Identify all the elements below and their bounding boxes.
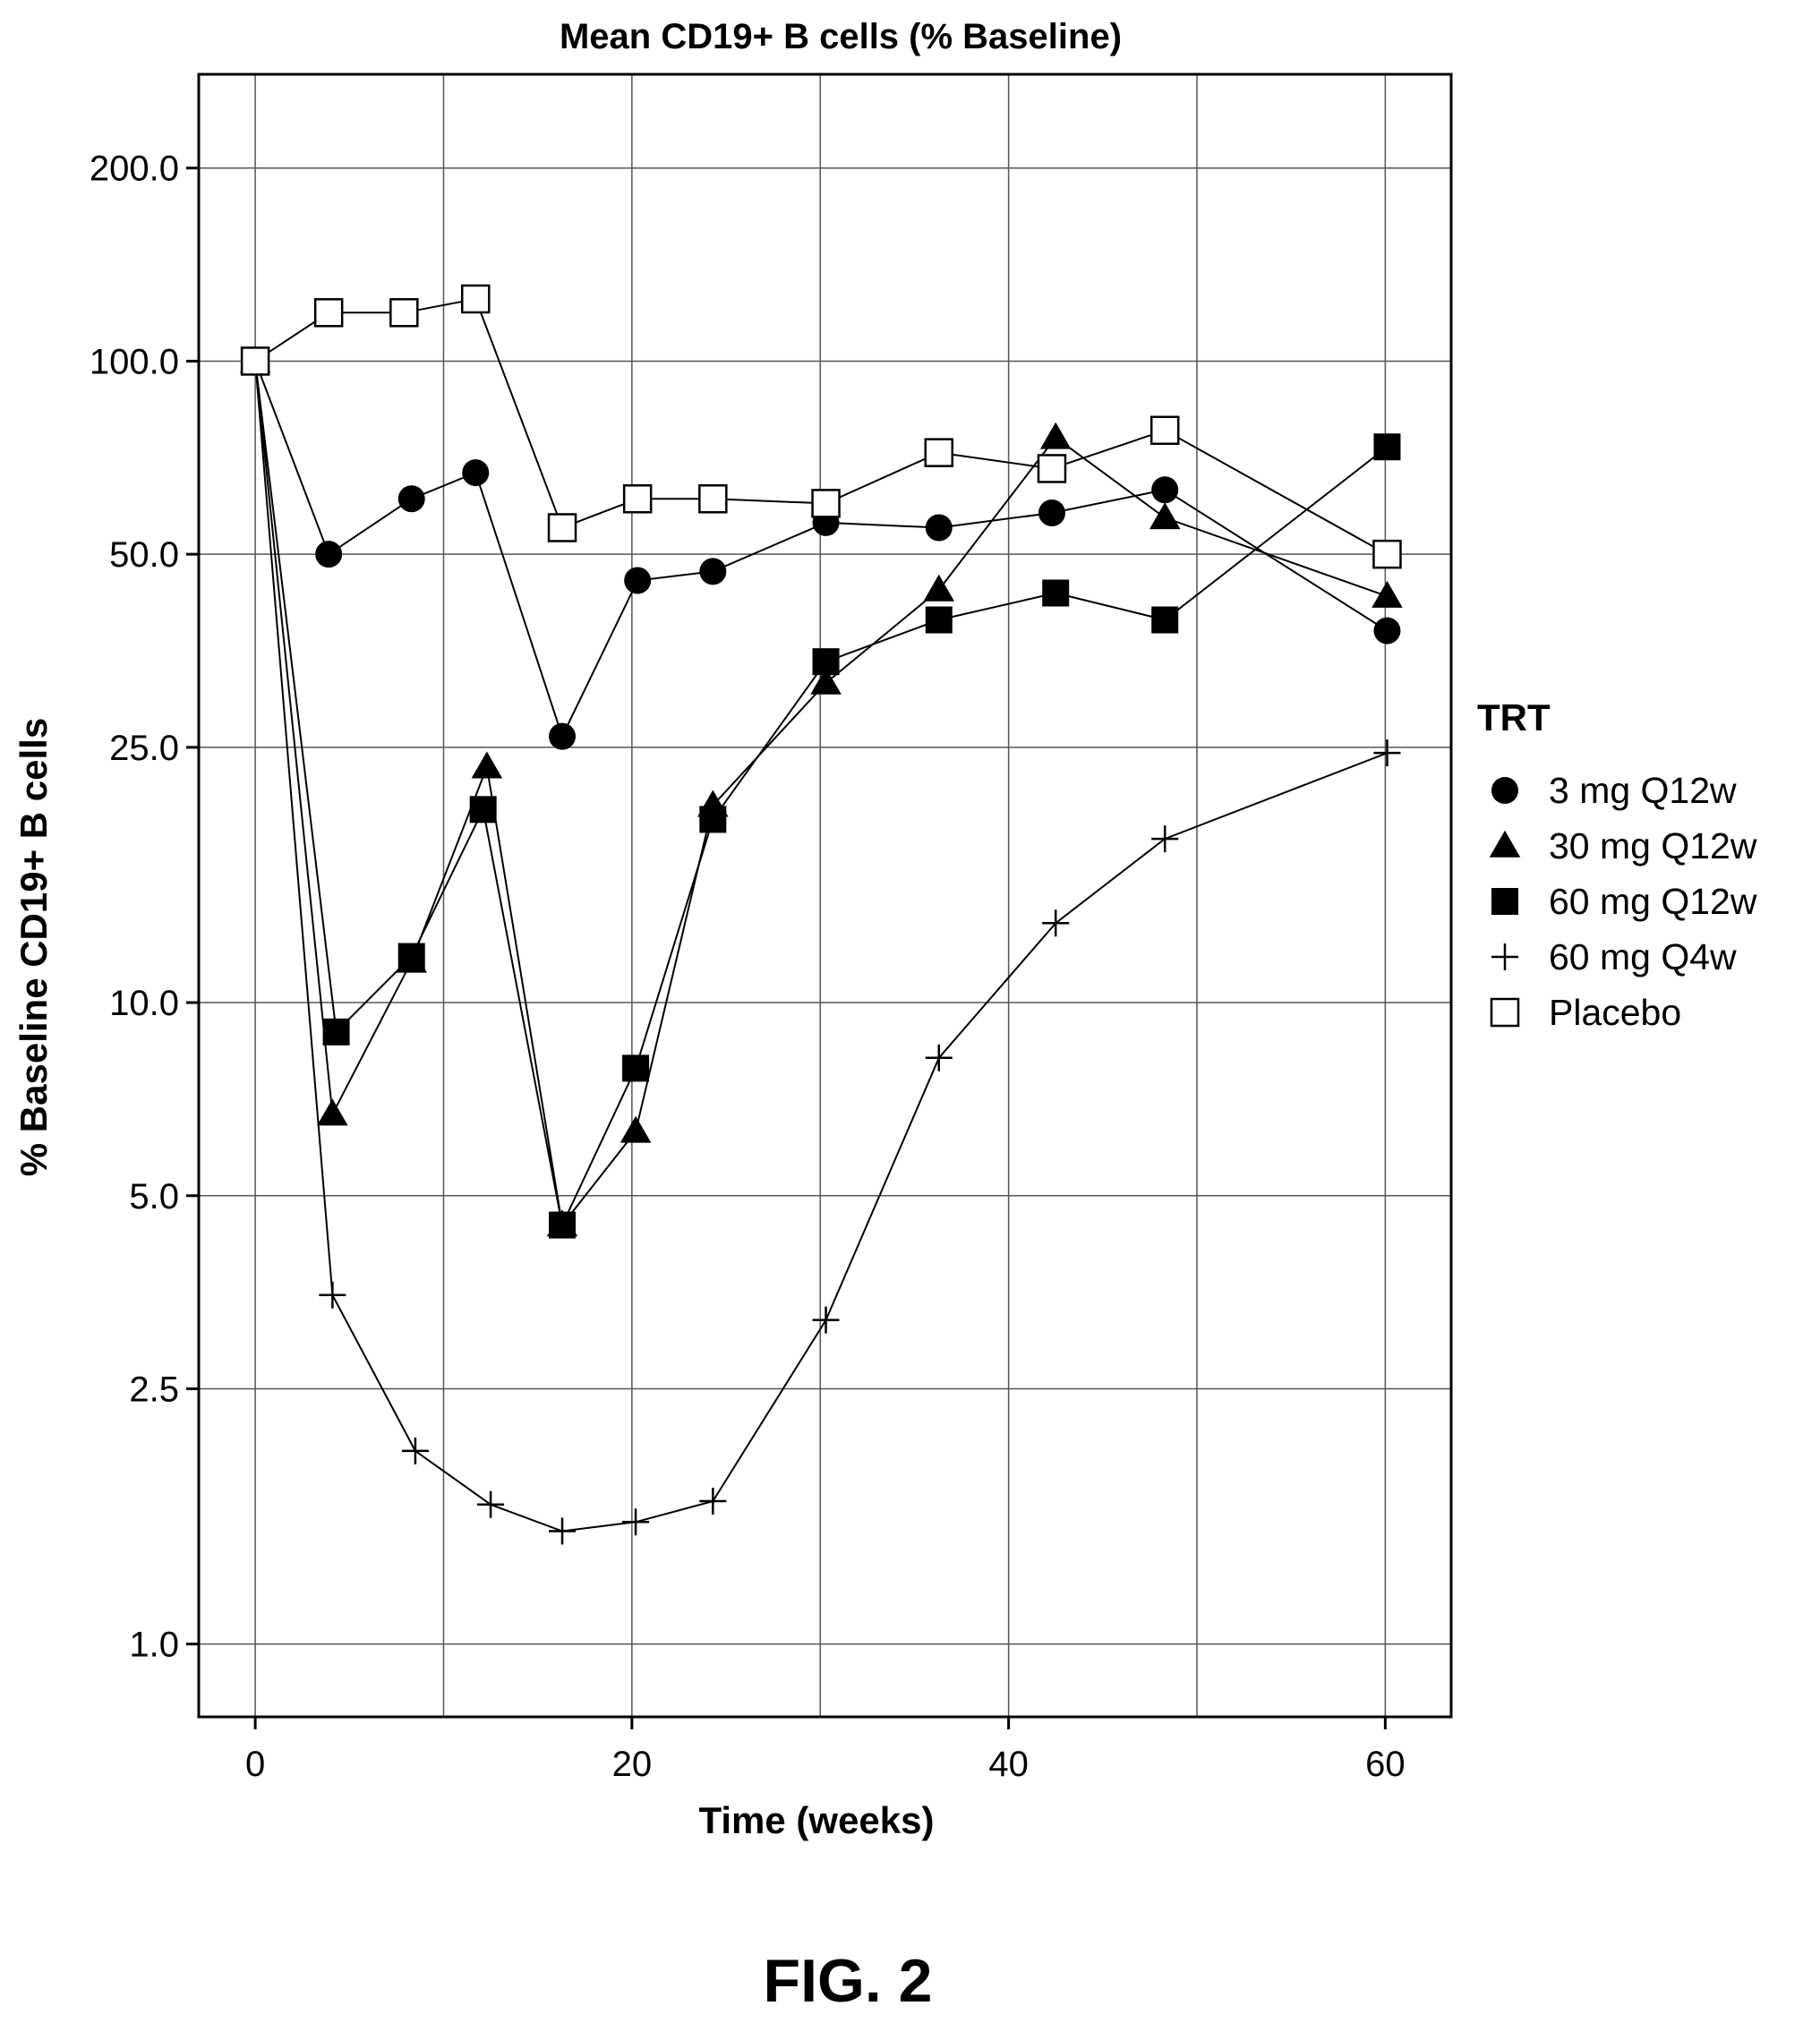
data-point-60-mg-q4w — [1042, 909, 1070, 937]
y-tick-label: 25.0 — [109, 729, 179, 768]
data-point-placebo — [313, 298, 344, 328]
data-point-60-mg-q4w — [477, 1490, 505, 1518]
legend-label-placebo: Placebo — [1549, 992, 1681, 1033]
legend: TRT 3 mg Q12w 30 mg Q12w 60 mg Q12w 60 mg Q… — [1477, 696, 1757, 1033]
y-tick-label: 1.0 — [129, 1626, 179, 1665]
data-point-3-mg-q12w — [699, 558, 727, 585]
legend-marker-60-mg-q4w — [1491, 943, 1518, 970]
data-point-60-mg-q4w — [812, 1306, 840, 1334]
data-point-3-mg-q12w — [549, 722, 577, 750]
data-point-3-mg-q12w — [397, 485, 425, 513]
legend-item-placebo: Placebo — [1490, 992, 1681, 1033]
series-line-3-mg-q12w — [254, 361, 1388, 739]
data-point-60-mg-q12w — [1373, 433, 1401, 461]
legend-title: TRT — [1477, 696, 1551, 738]
x-tick-label: 20 — [612, 1745, 653, 1784]
x-axis-label: Time (weeks) — [698, 1799, 934, 1841]
data-point-placebo — [924, 438, 954, 467]
legend-item-60-mg-q4w: 60 mg Q4w — [1491, 936, 1737, 977]
data-point-30-mg-q12w — [810, 667, 842, 695]
data-point-60-mg-q12w — [622, 1054, 650, 1082]
data-point-3-mg-q12w — [315, 541, 343, 568]
series-placebo — [240, 284, 1402, 569]
figure-label: FIG. 2 — [764, 1947, 933, 2015]
data-point-3-mg-q12w — [1038, 499, 1066, 526]
data-point-30-mg-q12w — [923, 574, 955, 602]
data-point-30-mg-q12w — [1039, 422, 1072, 449]
data-point-placebo — [240, 346, 270, 376]
data-point-3-mg-q12w — [462, 459, 490, 487]
y-axis-label: % Baseline CD19+ B cells — [13, 718, 55, 1176]
data-point-placebo — [698, 484, 728, 514]
legend-label-30-mg-q12w: 30 mg Q12w — [1549, 825, 1757, 866]
data-point-60-mg-q12w — [1151, 606, 1179, 634]
y-tick-label: 2.5 — [129, 1370, 179, 1409]
series-60-mg-q12w — [242, 347, 1401, 1239]
data-point-60-mg-q4w — [1373, 739, 1401, 767]
plot-frame — [197, 73, 1453, 1719]
data-point-placebo — [811, 489, 841, 518]
data-point-60-mg-q12w — [397, 943, 425, 970]
data-point-30-mg-q12w — [1149, 502, 1181, 530]
series-layer — [239, 284, 1403, 1545]
y-tick-label: 100.0 — [90, 342, 179, 381]
legend-item-3-mg-q12w: 3 mg Q12w — [1491, 770, 1737, 811]
data-point-60-mg-q12w — [925, 606, 953, 634]
data-point-60-mg-q4w — [925, 1044, 953, 1071]
data-point-30-mg-q12w — [1371, 580, 1403, 608]
data-point-placebo — [622, 484, 653, 514]
y-tick-label: 50.0 — [109, 535, 179, 575]
data-point-60-mg-q4w — [699, 1488, 727, 1515]
data-point-3-mg-q12w — [1373, 617, 1401, 644]
x-tick-label: 40 — [988, 1745, 1029, 1784]
data-point-placebo — [389, 298, 419, 328]
legend-marker-60-mg-q12w — [1491, 888, 1518, 915]
data-point-60-mg-q12w — [699, 806, 727, 833]
data-point-3-mg-q12w — [1151, 476, 1179, 504]
data-point-60-mg-q4w — [1151, 825, 1179, 853]
data-point-60-mg-q12w — [322, 1018, 350, 1046]
data-point-3-mg-q12w — [925, 514, 953, 542]
data-point-placebo — [1372, 539, 1402, 569]
data-point-60-mg-q12w — [1042, 579, 1070, 607]
data-point-placebo — [1037, 454, 1067, 483]
y-tick-label: 200.0 — [90, 149, 179, 189]
x-tick-label: 60 — [1365, 1745, 1406, 1784]
legend-marker-3-mg-q12w — [1491, 777, 1518, 804]
x-tick-label: 0 — [245, 1745, 265, 1784]
data-point-60-mg-q4w — [401, 1437, 429, 1464]
legend-item-60-mg-q12w: 60 mg Q12w — [1491, 881, 1757, 922]
legend-item-30-mg-q12w: 30 mg Q12w — [1489, 825, 1757, 866]
series-30-mg-q12w — [239, 346, 1403, 1237]
data-point-60-mg-q4w — [319, 1281, 346, 1309]
data-point-30-mg-q12w — [317, 1098, 348, 1126]
y-tick-label: 10.0 — [109, 984, 179, 1023]
series-line-60-mg-q4w — [254, 361, 1388, 1532]
data-point-30-mg-q12w — [619, 1115, 652, 1143]
gridlines — [199, 74, 1451, 1717]
legend-marker-placebo — [1490, 997, 1520, 1028]
data-point-30-mg-q12w — [471, 751, 503, 779]
legend-label-3-mg-q12w: 3 mg Q12w — [1549, 770, 1737, 811]
data-point-60-mg-q12w — [812, 648, 840, 676]
data-point-60-mg-q12w — [549, 1211, 577, 1239]
data-point-60-mg-q12w — [469, 796, 497, 824]
y-tick-label: 5.0 — [129, 1177, 179, 1216]
data-point-60-mg-q4w — [622, 1508, 650, 1536]
data-point-placebo — [461, 284, 491, 314]
legend-marker-30-mg-q12w — [1489, 830, 1521, 858]
data-point-60-mg-q4w — [549, 1517, 577, 1545]
data-point-placebo — [1149, 415, 1180, 446]
axes: 0 20 40 60 1.0 2.5 5.0 10.0 25.0 50.0 100.0 200.0 — [90, 149, 1406, 1784]
chart-title: Mean CD19+ B cells (% Baseline) — [560, 17, 1122, 56]
data-point-3-mg-q12w — [624, 567, 652, 594]
series-line-30-mg-q12w — [254, 361, 1388, 1228]
legend-label-60-mg-q4w: 60 mg Q4w — [1549, 936, 1737, 977]
data-point-placebo — [547, 513, 577, 542]
legend-label-60-mg-q12w: 60 mg Q12w — [1549, 881, 1757, 922]
